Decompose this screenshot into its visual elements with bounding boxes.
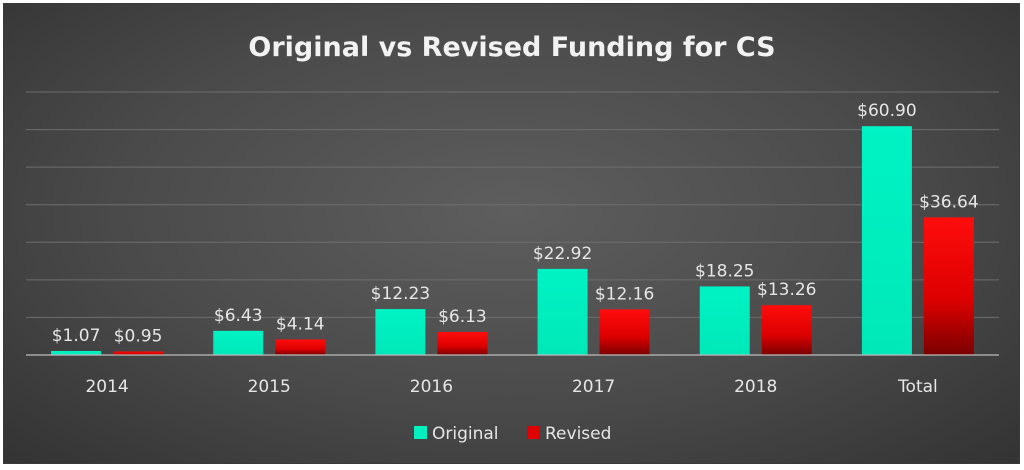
x-tick-label: 2015: [248, 377, 291, 397]
data-labels: $1.07 $0.95 $6.43 $4.14 $12.23 $6.13 $22.92$12…: [52, 101, 979, 346]
bar-original: [375, 309, 426, 355]
chart-frame: Original vs Revised Funding for CS $1.07…: [3, 3, 1020, 464]
data-label-revised: $4.14: [276, 314, 325, 334]
bars: [51, 126, 974, 355]
x-tick-label: 2014: [85, 377, 128, 397]
bar-revised: [599, 309, 650, 355]
bar-original: [861, 126, 912, 355]
data-label-original: $22.92: [533, 244, 592, 264]
bar-revised: [113, 351, 164, 355]
legend-label-original: Original: [432, 424, 499, 444]
data-label-original: $12.23: [371, 284, 430, 304]
x-tick-label: 2018: [734, 377, 777, 397]
x-tick-label: 2016: [410, 377, 453, 397]
data-label-original: $18.25: [695, 261, 754, 281]
bar-revised: [761, 305, 812, 355]
x-tick-labels: 2014 2015 2016 2017 2018 Total: [85, 377, 937, 397]
data-label-revised: $36.64: [919, 192, 978, 212]
legend-swatch-revised: [527, 426, 540, 439]
bar-chart: Original vs Revised Funding for CS $1.07…: [26, 32, 999, 444]
bar-revised: [437, 331, 488, 355]
x-tick-label: 2017: [572, 377, 615, 397]
data-label-revised: $0.95: [114, 326, 163, 346]
data-label-revised: $12.16: [595, 284, 654, 304]
bar-original: [213, 330, 264, 355]
data-label-original: $1.07: [52, 326, 101, 346]
bar-original: [537, 268, 588, 355]
bar-original: [51, 350, 102, 355]
bar-original: [699, 286, 750, 355]
data-label-original: $60.90: [857, 101, 916, 121]
x-tick-label: Total: [897, 377, 938, 397]
data-label-revised: $6.13: [438, 307, 487, 327]
legend-swatch-original: [414, 426, 427, 439]
legend: Original Revised: [414, 424, 611, 444]
chart-title: Original vs Revised Funding for CS: [248, 32, 775, 63]
legend-label-revised: Revised: [545, 424, 611, 444]
bar-revised: [923, 217, 974, 355]
data-label-revised: $13.26: [757, 280, 816, 300]
bar-revised: [275, 339, 326, 355]
data-label-original: $6.43: [214, 306, 263, 326]
gridlines: [26, 91, 999, 318]
